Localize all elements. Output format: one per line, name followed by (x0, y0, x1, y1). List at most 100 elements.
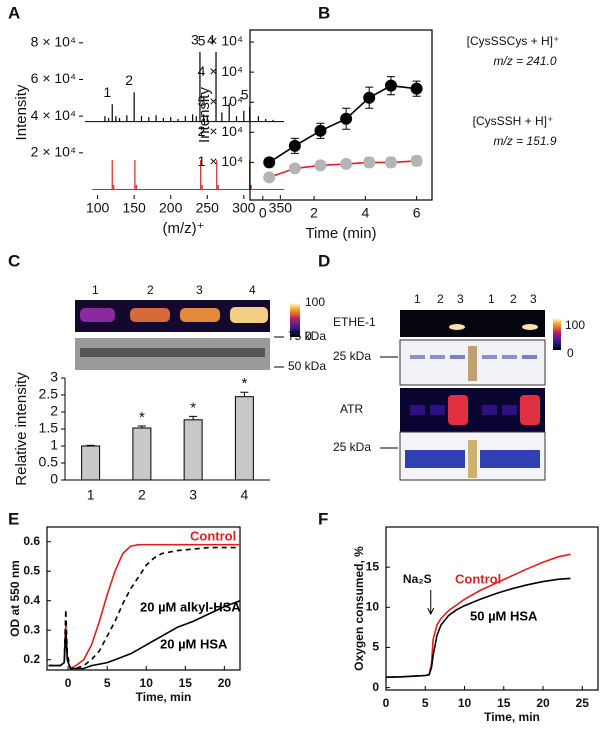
series-line (48, 599, 241, 670)
x-tick-label: 4 (361, 205, 369, 221)
marker (314, 159, 327, 172)
y-tick-label: 4 × 10⁴ (198, 63, 243, 79)
marker (410, 82, 423, 95)
y-tick-label: 0.5 (39, 454, 59, 470)
colorbar-label: 0 (305, 329, 312, 343)
marker (314, 124, 327, 137)
series-note: m/z = 151.9 (493, 134, 556, 148)
peak-label: 4 (207, 32, 215, 48)
y-tick-label: 6 × 10⁴ (31, 70, 76, 86)
marker (363, 91, 376, 104)
y-tick-label: 1.5 (39, 420, 59, 436)
series-note: m/z = 241.0 (493, 54, 556, 68)
y-tick-label: 0.2 (23, 652, 40, 666)
x-axis-label: (m/z)⁺ (162, 220, 204, 237)
gel-c (75, 300, 300, 370)
peak-label: 1 (103, 84, 111, 100)
x-tick-label: 2 (310, 205, 318, 221)
y-tick-label: 3 × 10⁴ (198, 93, 243, 109)
gel-label: ATR (340, 402, 363, 416)
plot-frame (385, 526, 599, 691)
x-tick-label: 0 (65, 676, 72, 690)
y-axis-label: Intensity (13, 84, 30, 140)
lane-label: 1 (414, 292, 421, 306)
x-tick-label: 4 (240, 487, 248, 503)
x-axis-label: Time (min) (305, 225, 376, 242)
lane-label: 4 (249, 283, 256, 297)
panel-letter: D (318, 251, 330, 270)
series-name: 50 µM HSA (470, 608, 538, 623)
marker (340, 112, 353, 125)
marker (410, 154, 423, 167)
error-bar (240, 391, 249, 397)
y-tick-label: 1 × 10⁴ (198, 153, 243, 169)
gel-d (380, 310, 561, 481)
y-tick-label: 0.3 (23, 622, 40, 636)
panel-letter: F (318, 509, 328, 528)
x-tick-label: 0 (259, 205, 267, 221)
series-name: 20 µM HSA (160, 636, 228, 651)
plot-frame (46, 526, 241, 671)
x-axis-label: Time, min (136, 690, 192, 704)
peak-label: 3 (191, 32, 199, 48)
series-name: Control (455, 571, 501, 586)
y-axis-label: Intensity (196, 87, 213, 143)
y-tick-label: 0.5 (23, 563, 40, 577)
colorbar-label: 100 (565, 318, 585, 332)
bar (132, 427, 152, 481)
significance: * (139, 409, 145, 426)
significance: * (241, 375, 247, 392)
y-tick-label: 3 (50, 369, 58, 385)
x-tick-label: 6 (413, 205, 421, 221)
marker-label: 25 kDa (333, 349, 371, 363)
marker (340, 157, 353, 170)
y-tick-label: 0.6 (23, 534, 40, 548)
x-tick-label: 20 (218, 676, 232, 690)
error-bar (86, 444, 95, 446)
error-bar (189, 415, 198, 420)
x-tick-label: 15 (497, 696, 511, 710)
x-tick-label: 2 (138, 487, 146, 503)
y-tick-label: 5 (372, 640, 379, 654)
x-tick-label: 5 (104, 676, 111, 690)
x-tick-label: 10 (140, 676, 154, 690)
panel-letter: E (8, 509, 19, 528)
lane-label: 3 (196, 283, 203, 297)
colorbar-label: 0 (567, 346, 574, 360)
peak-label: 2 (125, 72, 133, 88)
marker-label: 25 kDa (333, 440, 371, 454)
bar (234, 396, 254, 481)
lane-label: 1 (92, 283, 99, 297)
lane-label: 3 (530, 292, 537, 306)
series-name: 20 µM alkyl-HSA (140, 599, 241, 614)
x-tick-label: 1 (87, 487, 95, 503)
series-line (268, 84, 417, 164)
y-tick-label: 0 (50, 471, 58, 487)
lane-label: 2 (147, 283, 154, 297)
error-bar (137, 425, 146, 428)
gel-label: ETHE-1 (333, 315, 376, 329)
marker (288, 139, 301, 152)
y-tick-label: 4 × 10⁴ (31, 107, 76, 123)
x-tick-label: 15 (179, 676, 193, 690)
panel-letter: C (8, 251, 20, 270)
y-axis-label: OD at 550 nm (8, 560, 22, 637)
y-tick-label: 10 (366, 599, 380, 613)
x-tick-label: 250 (196, 200, 220, 216)
x-tick-label: 350 (269, 200, 293, 216)
x-tick-label: 10 (458, 696, 472, 710)
x-tick-label: 25 (576, 696, 590, 710)
y-tick-label: 0 (372, 680, 379, 694)
annotation-arrow (427, 590, 435, 616)
x-tick-label: 5 (422, 696, 429, 710)
x-tick-label: 150 (122, 200, 146, 216)
x-tick-label: 20 (536, 696, 550, 710)
x-tick-label: 3 (189, 487, 197, 503)
y-tick-label: 5 × 10⁴ (198, 33, 243, 49)
annotation: Na₂S (403, 572, 432, 586)
marker-label: 75 kDa (288, 329, 326, 343)
colorbar-label: 100 (305, 295, 325, 309)
marker (263, 171, 276, 184)
x-tick-label: 300 (232, 200, 256, 216)
